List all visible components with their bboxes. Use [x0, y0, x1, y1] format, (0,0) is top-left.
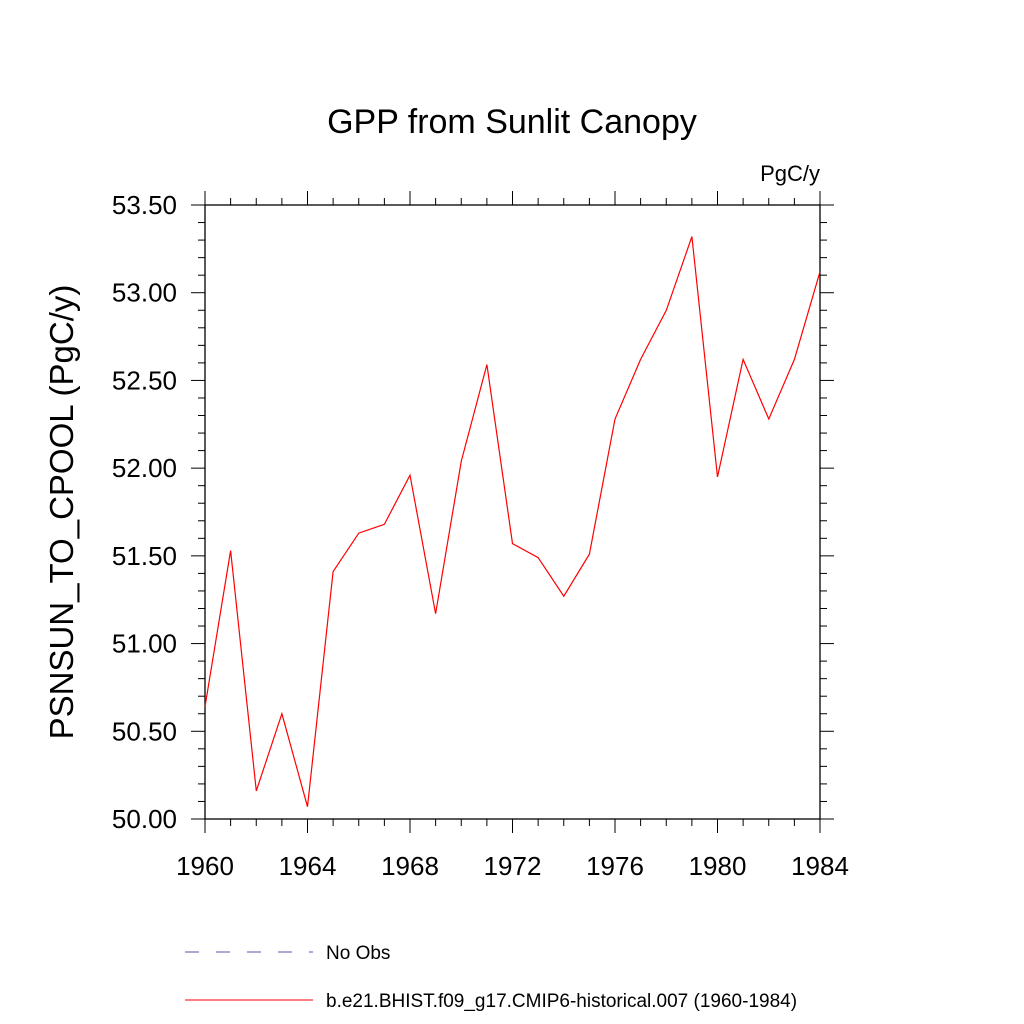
y-tick-label: 53.00 — [112, 278, 177, 308]
x-tick-label: 1964 — [279, 851, 337, 881]
y-tick-label: 50.00 — [112, 804, 177, 834]
major-ticks — [191, 191, 834, 833]
x-tick-label: 1976 — [586, 851, 644, 881]
x-tick-label: 1960 — [176, 851, 234, 881]
legend-label: b.e21.BHIST.f09_g17.CMIP6-historical.007… — [326, 991, 797, 1012]
x-tick-label: 1968 — [381, 851, 439, 881]
minor-ticks — [198, 198, 827, 826]
y-tick-label: 51.00 — [112, 629, 177, 659]
tick-labels: 1960 1964 1968 1972 1976 1980 1984 50.00 50.50 51… — [112, 190, 849, 881]
x-tick-label: 1972 — [484, 851, 542, 881]
y-tick-label: 53.50 — [112, 190, 177, 220]
series-layer — [204, 236, 821, 807]
x-tick-label: 1980 — [689, 851, 747, 881]
plot-frame — [204, 204, 821, 820]
y-tick-label: 52.50 — [112, 365, 177, 395]
y-tick-label: 51.50 — [112, 541, 177, 571]
y-tick-label: 50.50 — [112, 716, 177, 746]
legend: No Obs b.e21.BHIST.f09_g17.CMIP6-historic… — [185, 943, 797, 1012]
x-tick-label: 1984 — [791, 851, 849, 881]
y-tick-label: 52.00 — [112, 453, 177, 483]
chart-title: GPP from Sunlit Canopy — [327, 103, 697, 141]
y-axis-label: PSNSUN_TO_CPOOL (PgC/y) — [43, 285, 80, 740]
series-line — [204, 236, 821, 807]
legend-label: No Obs — [326, 943, 390, 964]
units-label: PgC/y — [760, 161, 820, 186]
